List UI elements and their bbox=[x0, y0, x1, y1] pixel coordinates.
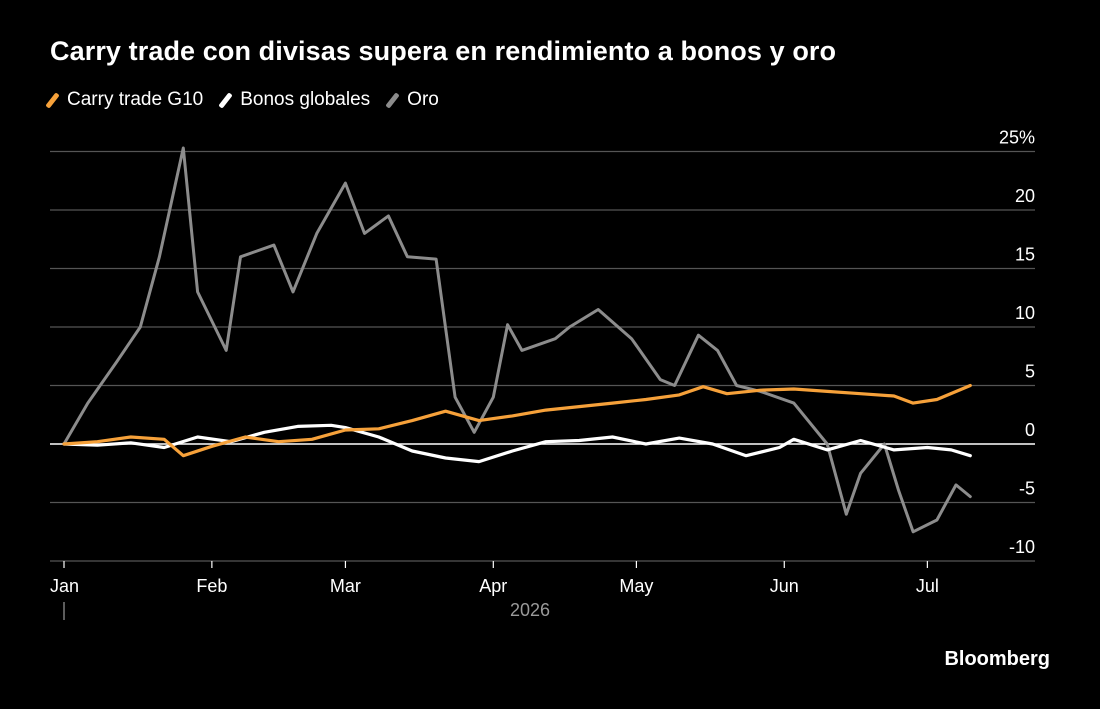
grid-lines bbox=[50, 150, 1035, 562]
legend-label-carry: Carry trade G10 bbox=[67, 89, 204, 110]
y-axis-labels: 25% 20 15 10 5 0 -5 -10 bbox=[999, 128, 1035, 558]
y-tick-label: 25% bbox=[999, 128, 1035, 148]
x-axis: Jan Feb Mar Apr May Jun Jul 2026 bbox=[50, 561, 939, 620]
x-tick-label: Apr bbox=[479, 576, 507, 596]
y-tick-label: -10 bbox=[1009, 537, 1035, 557]
year-label: 2026 bbox=[510, 600, 550, 620]
series-line-oro bbox=[62, 146, 972, 534]
y-tick-label: 10 bbox=[1015, 303, 1035, 323]
legend-label-oro: Oro bbox=[407, 89, 439, 110]
y-tick-label: 15 bbox=[1015, 245, 1035, 265]
y-tick-label: 0 bbox=[1025, 420, 1035, 440]
x-tick-label: Jan bbox=[50, 576, 79, 596]
source-label: Bloomberg bbox=[944, 648, 1050, 670]
legend-item-oro: Oro bbox=[385, 89, 439, 111]
chart-legend: Carry trade G10 Bonos globales Oro bbox=[45, 87, 459, 113]
legend-item-bonos: Bonos globales bbox=[218, 89, 371, 111]
series-lines bbox=[62, 146, 972, 534]
y-tick-label: 5 bbox=[1025, 362, 1035, 382]
x-tick-label: Jun bbox=[770, 576, 799, 596]
y-tick-label: -5 bbox=[1019, 479, 1035, 499]
legend-item-carry: Carry trade G10 bbox=[45, 89, 204, 111]
chart-title: Carry trade con divisas supera en rendim… bbox=[50, 36, 837, 66]
x-tick-label: Feb bbox=[196, 576, 227, 596]
x-tick-label: Mar bbox=[330, 576, 361, 596]
y-tick-label: 20 bbox=[1015, 186, 1035, 206]
legend-label-bonos: Bonos globales bbox=[240, 89, 371, 110]
x-tick-label: Jul bbox=[916, 576, 939, 596]
x-tick-label: May bbox=[619, 576, 653, 596]
series-line-carry-trade-g10 bbox=[62, 383, 972, 458]
